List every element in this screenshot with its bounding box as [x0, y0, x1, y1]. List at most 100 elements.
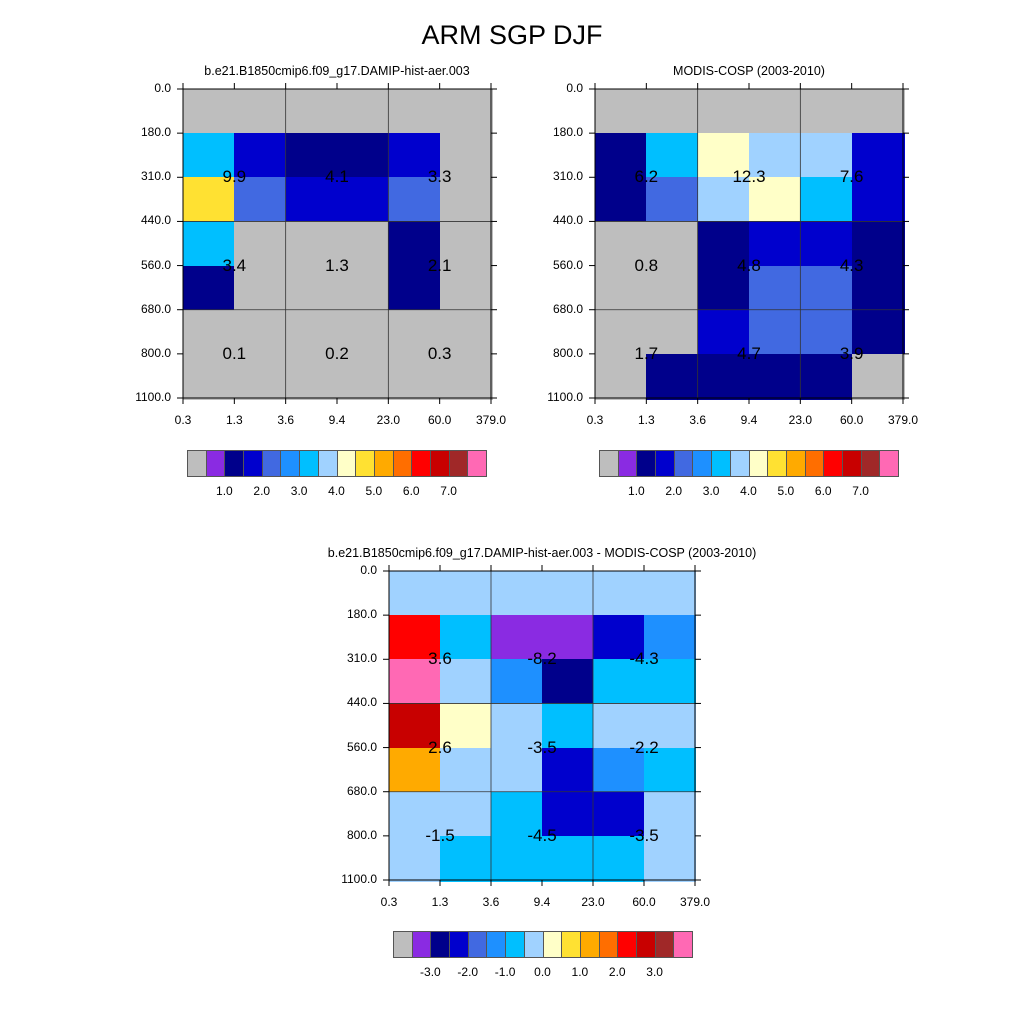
- colorbar-label: 6.0: [402, 484, 420, 498]
- y-tick-label: 800.0: [140, 345, 171, 360]
- colorbar-label: 1.0: [216, 484, 233, 498]
- y-tick-label: 180.0: [140, 125, 171, 140]
- heatmap-cell: [646, 221, 700, 268]
- heatmap-cell: [800, 177, 854, 224]
- heatmap-cell: [285, 221, 339, 268]
- colorbar-label: -1.0: [494, 965, 516, 979]
- heatmap-cell: [595, 309, 648, 356]
- heatmap-cell: [542, 835, 594, 882]
- colorbar-swatch: [579, 931, 600, 958]
- heatmap-cell: [234, 353, 288, 400]
- x-tick-label: 379.0: [887, 413, 919, 427]
- data-label: 0.3: [427, 343, 452, 363]
- heatmap-cell: [800, 353, 854, 400]
- heatmap-cell: [285, 309, 339, 356]
- heatmap-cell: [439, 353, 493, 400]
- heatmap-cell: [851, 89, 905, 135]
- colorbar-label: 0.0: [534, 965, 551, 979]
- colorbar-swatch: [635, 931, 656, 958]
- colorbar-swatch: [467, 931, 488, 958]
- colorbar-swatch: [393, 931, 413, 958]
- heatmap-cell: [285, 89, 339, 135]
- data-label: 2.1: [427, 255, 452, 275]
- data-label: 3.9: [839, 343, 864, 363]
- heatmap-cell: [646, 177, 700, 224]
- heatmap-cell: [646, 265, 700, 312]
- colorbar-swatch: [654, 931, 675, 958]
- x-tick-label: 60.0: [427, 413, 452, 427]
- heatmap-cell: [697, 177, 751, 224]
- heatmap-cell: [337, 133, 390, 180]
- panel-title: b.e21.B1850cmip6.f09_g17.DAMIP-hist-aer.…: [327, 546, 757, 560]
- y-tick-label: 680.0: [140, 301, 171, 316]
- colorbar-label: 7.0: [852, 484, 869, 498]
- heatmap-cell: [749, 309, 802, 356]
- heatmap-cell: [542, 703, 594, 750]
- heatmap-cell: [389, 615, 441, 662]
- heatmap-cell: [337, 265, 390, 312]
- colorbar-label: 3.0: [646, 965, 663, 979]
- heatmap-cell: [749, 89, 802, 135]
- heatmap-cell: [389, 571, 441, 617]
- heatmap-cell: [183, 89, 236, 135]
- heatmap-cell: [439, 177, 493, 224]
- x-tick-label: 0.3: [174, 413, 192, 427]
- heatmap-cell: [595, 177, 648, 224]
- x-tick-label: 1.3: [637, 413, 655, 427]
- heatmap-cell: [440, 835, 492, 882]
- heatmap-cell: [542, 791, 594, 838]
- y-tick-label: 0.0: [360, 563, 377, 577]
- colorbar-swatch: [879, 450, 899, 477]
- heatmap-cell: [337, 309, 390, 356]
- data-label: 4.3: [839, 255, 864, 275]
- heatmap-cell: [593, 571, 645, 617]
- heatmap-cell: [491, 659, 543, 706]
- data-label: -1.5: [425, 825, 455, 845]
- x-tick-label: 0.3: [586, 413, 604, 427]
- data-label: 4.7: [737, 343, 761, 363]
- y-tick-label: 0.0: [154, 81, 171, 95]
- heatmap-cell: [595, 133, 648, 180]
- colorbar-label: 1.0: [571, 965, 589, 979]
- heatmap-cell: [439, 133, 493, 180]
- heatmap-cell: [389, 835, 441, 882]
- heatmap-cell: [595, 221, 648, 268]
- heatmap-cell: [595, 89, 648, 135]
- colorbar-label: 6.0: [814, 484, 832, 498]
- heatmap-cell: [388, 265, 442, 312]
- heatmap-cell: [439, 309, 493, 356]
- heatmap-cell: [183, 133, 236, 180]
- data-label: 0.2: [325, 343, 349, 363]
- x-tick-label: 9.4: [740, 413, 758, 427]
- heatmap-cell: [491, 703, 543, 750]
- heatmap-cell: [646, 89, 700, 135]
- heatmap-cell: [491, 571, 543, 617]
- heatmap-cell: [183, 177, 236, 224]
- heatmap-cell: [749, 133, 802, 180]
- y-tick-label: 1100.0: [135, 390, 171, 404]
- colorbar-label: 5.0: [365, 484, 383, 498]
- heatmap-cell: [697, 89, 751, 135]
- colorbar-label: -3.0: [420, 965, 441, 979]
- heatmap-cell: [749, 265, 802, 312]
- data-label: -4.3: [629, 649, 659, 669]
- colorbar-swatch: [561, 931, 581, 958]
- data-label: 3.4: [222, 255, 247, 275]
- y-tick-label: 310.0: [346, 651, 377, 666]
- x-tick-label: 23.0: [376, 413, 401, 427]
- heatmap-cell: [593, 747, 645, 794]
- heatmap-cell: [593, 791, 645, 838]
- heatmap-cell: [388, 133, 442, 180]
- y-tick-label: 310.0: [140, 169, 171, 184]
- y-tick-label: 180.0: [346, 607, 377, 622]
- colorbar-label: 5.0: [777, 484, 795, 498]
- heatmap-cell: [337, 221, 390, 268]
- y-tick-label: 310.0: [552, 169, 583, 184]
- data-label: 4.1: [325, 167, 349, 187]
- heatmap-cell: [595, 353, 648, 400]
- heatmap-cell: [697, 221, 751, 268]
- data-label: 12.3: [732, 167, 766, 187]
- x-tick-label: 379.0: [475, 413, 507, 427]
- data-label: -8.2: [527, 649, 557, 669]
